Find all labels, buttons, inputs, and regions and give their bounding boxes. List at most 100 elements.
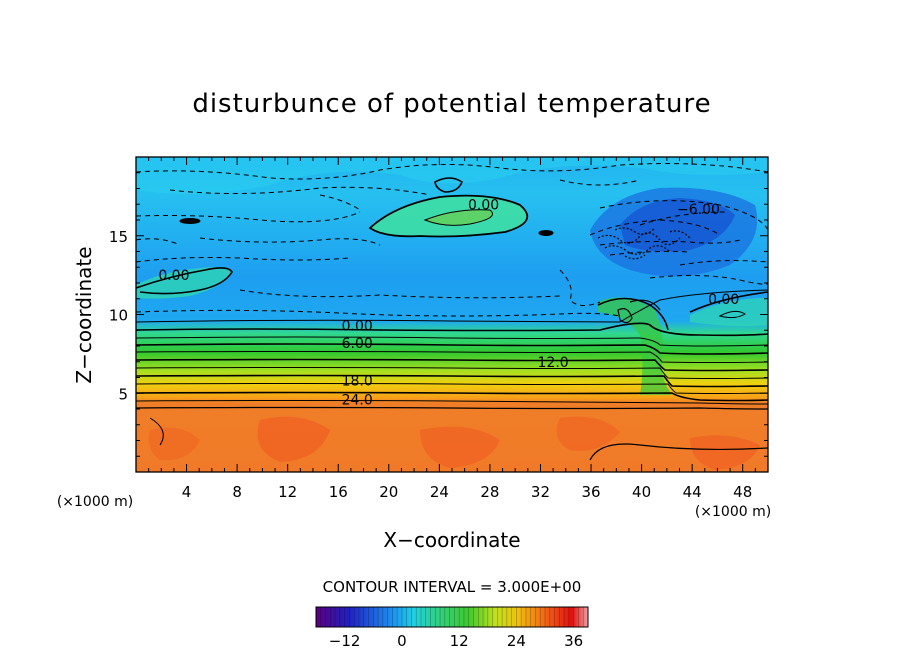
x-tick-label: 40 bbox=[632, 483, 651, 501]
temperature-field bbox=[136, 157, 768, 472]
y-tick-label: 15 bbox=[109, 228, 128, 246]
contour-label: 0.00 bbox=[708, 292, 739, 308]
colorbar-ticks: −12 0 12 24 36 bbox=[329, 632, 583, 650]
y-axis: 5 10 15 bbox=[109, 172, 768, 457]
colorbar-tick-label: 12 bbox=[450, 632, 469, 650]
dashed-contour-7 bbox=[589, 219, 721, 236]
contour-plume-1 bbox=[597, 297, 669, 331]
x-tick-label: 8 bbox=[232, 483, 242, 501]
field-patch-green-left bbox=[136, 267, 232, 299]
colorbar-tick-label: 24 bbox=[507, 632, 526, 650]
x-axis: 4 8 12 16 20 24 28 32 36 40 44 48 bbox=[148, 157, 756, 501]
field-patch-red-1 bbox=[257, 416, 330, 462]
colorbar-gradient bbox=[315, 606, 589, 628]
x-tick-label: 48 bbox=[733, 483, 752, 501]
colorbar-tick-label: 36 bbox=[564, 632, 583, 650]
y-tick-label: 10 bbox=[109, 307, 128, 325]
contour-zero-center bbox=[368, 194, 529, 238]
contour-line-9 bbox=[136, 383, 768, 394]
contour-line-7 bbox=[136, 367, 768, 379]
x-tick-label: 44 bbox=[683, 483, 702, 501]
contour-line-6 bbox=[136, 358, 768, 372]
contour-label: 24.0 bbox=[342, 393, 373, 409]
contour-line-12 bbox=[136, 406, 768, 410]
dashed-contour-18 bbox=[136, 238, 181, 246]
contour-zero-right-small bbox=[718, 310, 746, 319]
contour-line-2 bbox=[136, 322, 768, 337]
x-tick-label: 4 bbox=[182, 483, 192, 501]
contour-line-5 bbox=[136, 351, 768, 363]
contour-label: 0.00 bbox=[468, 197, 499, 213]
colorbar-segments bbox=[320, 607, 584, 627]
field-patch-red-3 bbox=[556, 416, 620, 451]
y-tick-label: 5 bbox=[118, 385, 128, 403]
field-patch-red-2 bbox=[420, 426, 500, 468]
contour-label: 6.00 bbox=[342, 336, 373, 352]
dashed-contour-11 bbox=[136, 257, 351, 263]
x-tick-label: 12 bbox=[278, 483, 297, 501]
contour-plume-3 bbox=[629, 299, 661, 311]
contour-line-10 bbox=[136, 391, 768, 402]
contour-blob-top bbox=[434, 177, 463, 193]
field-patch-red-5 bbox=[148, 427, 200, 461]
dashed-contour-13 bbox=[559, 269, 601, 306]
dashed-contour-9 bbox=[609, 250, 691, 256]
contour-line-11 bbox=[136, 400, 768, 405]
dashed-contour-4 bbox=[199, 237, 381, 246]
x-unit-right: (×1000 m) bbox=[695, 504, 771, 520]
contour-warm-right bbox=[589, 443, 768, 461]
contour-label: 0.00 bbox=[158, 268, 189, 284]
colorbar-tick-label: −12 bbox=[329, 632, 361, 650]
dashed-contour-3 bbox=[136, 211, 361, 223]
contour-warm-left bbox=[149, 417, 164, 446]
contour-label: 12.0 bbox=[538, 355, 569, 371]
dashed-contour-8 bbox=[599, 239, 741, 246]
dashed-contour-16 bbox=[649, 274, 768, 285]
field-patch-cyan-top bbox=[136, 157, 768, 194]
contour-zero-right bbox=[689, 291, 768, 313]
dashed-cluster bbox=[597, 227, 691, 260]
field-patch-green-center-core bbox=[425, 209, 493, 226]
dashed-contour-1 bbox=[136, 163, 768, 180]
dashed-cluster-4 bbox=[624, 254, 646, 260]
dashed-contours bbox=[136, 163, 768, 317]
chart-title: disturbunce of potential temperature bbox=[192, 89, 711, 119]
colorbar: −12 0 12 24 36 bbox=[315, 606, 589, 650]
x-tick-label: 16 bbox=[329, 483, 348, 501]
dashed-cluster-2 bbox=[604, 245, 671, 255]
x-tick-label: 32 bbox=[531, 483, 550, 501]
dashed-contour-17 bbox=[319, 194, 361, 211]
dashed-cluster-3 bbox=[614, 227, 656, 235]
contour-blob-right bbox=[538, 230, 554, 236]
contour-line-4 bbox=[136, 343, 768, 355]
contour-lines bbox=[136, 163, 768, 461]
contour-label: 0.00 bbox=[342, 319, 373, 335]
contour-zero-center-inner bbox=[423, 209, 493, 226]
y-axis-label: Z−coordinate bbox=[72, 246, 96, 383]
x-unit-left: (×1000 m) bbox=[57, 494, 133, 510]
contour-blob-left bbox=[179, 218, 201, 224]
field-patch-plume bbox=[598, 297, 672, 395]
x-axis-label: X−coordinate bbox=[383, 528, 520, 552]
dashed-contour-6 bbox=[599, 200, 768, 231]
x-tick-label: 24 bbox=[430, 483, 449, 501]
contour-zero-left bbox=[136, 267, 233, 295]
contour-plume-2 bbox=[617, 308, 633, 324]
dashed-cluster-5 bbox=[669, 230, 691, 239]
x-tick-label: 36 bbox=[581, 483, 600, 501]
dashed-contour-2 bbox=[169, 186, 431, 196]
field-patch-blue-right-core bbox=[620, 198, 735, 252]
dashed-contour-5 bbox=[559, 179, 641, 186]
contour-line-3 bbox=[136, 336, 768, 347]
x-tick-label: 28 bbox=[480, 483, 499, 501]
colorbar-tick-label: 0 bbox=[397, 632, 407, 650]
x-tick-label: 20 bbox=[379, 483, 398, 501]
contour-label: 18.0 bbox=[342, 374, 373, 390]
contour-line-1 bbox=[136, 289, 768, 323]
dashed-cluster-1 bbox=[597, 232, 681, 246]
field-patch-red-4 bbox=[690, 435, 760, 470]
contour-line-8 bbox=[136, 374, 768, 388]
